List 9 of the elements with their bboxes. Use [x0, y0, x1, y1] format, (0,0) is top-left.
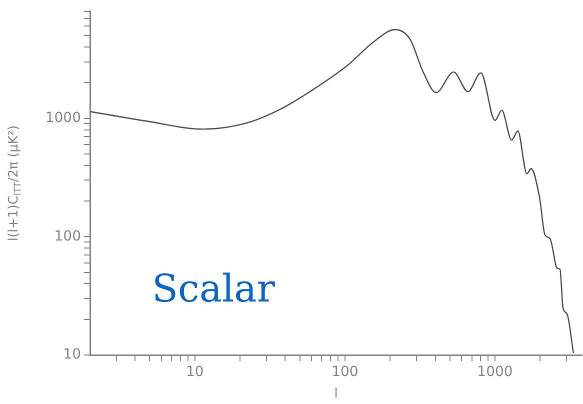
y-tick-label: 1000 — [45, 110, 81, 126]
x-tick-label: 1000 — [477, 364, 513, 380]
x-tick-label: 100 — [332, 364, 358, 380]
y-axis-title: l(l+1)ClTT/2π (μK²) — [6, 125, 24, 242]
y-tick-label: 100 — [54, 228, 81, 244]
annotation: Scalar — [152, 266, 276, 310]
y-tick-label: 10 — [63, 346, 81, 363]
x-axis-title: l — [334, 386, 338, 402]
x-tick-label: 10 — [186, 364, 204, 380]
